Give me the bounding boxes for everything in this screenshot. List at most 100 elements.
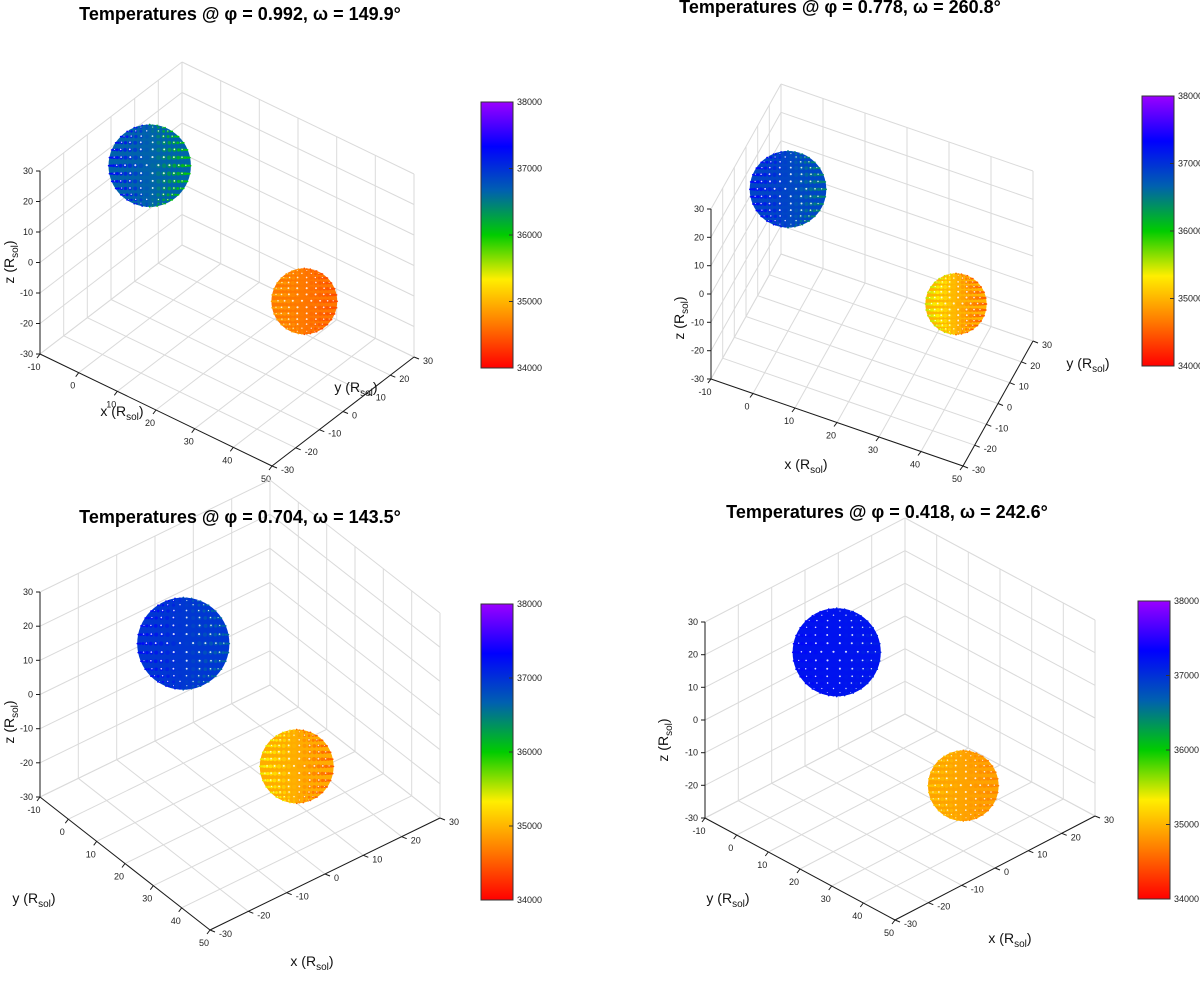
surface-highlight: [983, 791, 986, 793]
surface-highlight: [795, 156, 797, 158]
surface-highlight: [965, 752, 967, 754]
surface-point: [156, 609, 160, 613]
surface-point: [310, 330, 313, 333]
surface-point: [185, 597, 188, 600]
surface-point: [987, 809, 989, 812]
surface-point: [960, 273, 963, 275]
surface-highlight: [172, 659, 175, 662]
colorbar-tick-label: 38000: [1174, 596, 1199, 606]
surface-point: [973, 752, 976, 755]
surface-highlight: [278, 744, 280, 747]
surface-point: [151, 205, 154, 208]
surface-point: [177, 658, 183, 664]
surface-point: [855, 667, 861, 672]
colorbar-tick-label: 37000: [1178, 159, 1200, 169]
surface-highlight: [940, 296, 943, 299]
surface-point: [127, 130, 130, 133]
surface-highlight: [961, 277, 964, 279]
surface-point: [151, 198, 155, 202]
surface-point: [156, 134, 160, 139]
surface-highlight: [177, 164, 180, 167]
surface-highlight: [310, 327, 312, 329]
surface-point: [872, 676, 874, 678]
surface-point: [815, 614, 819, 617]
surface-highlight: [989, 804, 991, 806]
surface-point: [822, 173, 824, 176]
surface-highlight: [805, 675, 808, 677]
surface-point: [197, 680, 201, 684]
surface-point: [123, 155, 128, 160]
surface-point: [177, 194, 180, 196]
surface-point: [167, 186, 172, 191]
surface-point: [295, 272, 299, 276]
surface-point: [214, 659, 218, 663]
surface-point: [283, 731, 286, 734]
grid-line: [722, 357, 975, 446]
surface-point: [865, 667, 870, 671]
surface-point: [803, 650, 808, 655]
surface-highlight: [150, 624, 152, 627]
x-axis-label: x (Rsol): [290, 953, 333, 973]
surface-point: [144, 186, 149, 191]
surface-point: [312, 778, 317, 783]
surface-point: [849, 692, 852, 695]
surface-point: [800, 626, 803, 629]
surface-highlight: [957, 324, 959, 326]
colorbar-tick-label: 38000: [517, 599, 542, 609]
surface-point: [153, 659, 158, 664]
y-tick-mark: [1028, 850, 1034, 854]
surface-point: [284, 276, 288, 280]
surface-highlight: [173, 609, 175, 612]
surface-highlight: [283, 323, 285, 325]
surface-point: [156, 186, 161, 191]
surface-point: [282, 790, 287, 795]
surface-highlight: [325, 779, 327, 781]
surface-point: [757, 166, 761, 170]
x-tick-label: 20: [826, 431, 836, 441]
surface-point: [850, 614, 853, 618]
star-body: [749, 151, 827, 228]
surface-point: [313, 269, 316, 272]
surface-point: [321, 327, 324, 330]
surface-highlight: [322, 281, 325, 284]
y-tick-label: 20: [399, 374, 409, 384]
surface-highlight: [283, 795, 285, 798]
surface-highlight: [826, 642, 829, 645]
surface-highlight: [978, 319, 980, 322]
surface-point: [291, 750, 297, 755]
z-tick-label: -10: [691, 317, 704, 327]
surface-highlight: [291, 299, 294, 302]
surface-highlight: [305, 306, 308, 309]
surface-point: [929, 777, 933, 781]
surface-point: [139, 198, 143, 202]
grid-line: [181, 92, 415, 205]
surface-highlight: [851, 626, 854, 629]
x-axis-label-close: ): [139, 403, 144, 419]
surface-highlight: [974, 759, 976, 761]
surface-point: [937, 280, 941, 284]
surface-highlight: [948, 281, 951, 283]
surface-point: [165, 667, 170, 672]
surface-highlight: [305, 312, 308, 315]
surface-point: [118, 163, 123, 168]
surface-highlight: [763, 161, 765, 163]
surface-point: [303, 333, 306, 336]
surface-point: [972, 301, 977, 307]
surface-point: [980, 320, 983, 322]
surface-point: [300, 269, 304, 273]
surface-point: [812, 209, 816, 213]
surface-point: [975, 290, 980, 294]
surface-point: [803, 194, 809, 199]
surface-highlight: [957, 296, 960, 299]
surface-point: [965, 750, 967, 753]
surface-point: [804, 208, 809, 213]
y-axis-label: y (Rsol): [1066, 355, 1109, 375]
x-tick-label: 0: [60, 827, 65, 837]
surface-highlight: [150, 651, 153, 653]
grid-line: [158, 262, 391, 376]
surface-highlight: [960, 813, 962, 816]
surface-highlight: [929, 296, 931, 299]
surface-highlight: [933, 314, 936, 316]
surface-highlight: [275, 312, 277, 314]
surface-point: [865, 633, 870, 638]
